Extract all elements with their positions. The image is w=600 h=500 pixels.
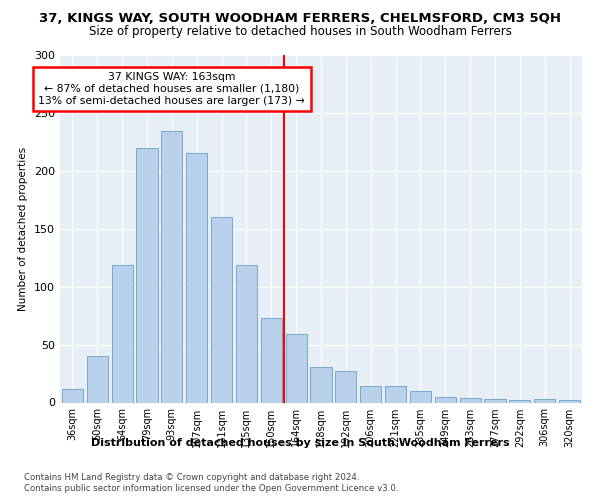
Text: Contains HM Land Registry data © Crown copyright and database right 2024.: Contains HM Land Registry data © Crown c… (24, 472, 359, 482)
Bar (310, 366, 332, 402)
Bar (410, 391, 431, 402)
Bar (335, 371, 356, 402)
Bar (286, 334, 307, 402)
Bar (261, 318, 282, 402)
Text: Size of property relative to detached houses in South Woodham Ferrers: Size of property relative to detached ho… (89, 25, 511, 38)
Bar (360, 386, 381, 402)
Bar (211, 217, 232, 402)
Bar (435, 396, 456, 402)
Bar (236, 264, 257, 402)
Bar (87, 356, 108, 403)
Text: 37 KINGS WAY: 163sqm
← 87% of detached houses are smaller (1,180)
13% of semi-de: 37 KINGS WAY: 163sqm ← 87% of detached h… (38, 72, 305, 106)
Text: Distribution of detached houses by size in South Woodham Ferrers: Distribution of detached houses by size … (91, 438, 509, 448)
Bar (484, 399, 506, 402)
Bar (534, 399, 555, 402)
Bar (460, 398, 481, 402)
Bar (559, 400, 580, 402)
Bar (186, 154, 207, 402)
Text: Contains public sector information licensed under the Open Government Licence v3: Contains public sector information licen… (24, 484, 398, 493)
Bar (385, 386, 406, 402)
Bar (161, 132, 182, 402)
Bar (62, 388, 83, 402)
Bar (136, 148, 158, 402)
Bar (509, 400, 530, 402)
Bar (112, 264, 133, 402)
Text: 37, KINGS WAY, SOUTH WOODHAM FERRERS, CHELMSFORD, CM3 5QH: 37, KINGS WAY, SOUTH WOODHAM FERRERS, CH… (39, 12, 561, 26)
Y-axis label: Number of detached properties: Number of detached properties (19, 146, 28, 311)
